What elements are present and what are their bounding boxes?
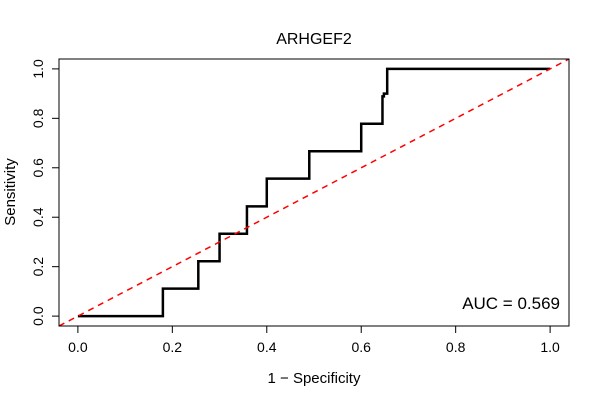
chart-title: ARHGEF2 xyxy=(276,31,352,48)
y-tick-label: 1.0 xyxy=(30,59,46,79)
x-tick-label: 0.4 xyxy=(257,339,277,355)
x-tick-label: 0.2 xyxy=(163,339,183,355)
x-tick-label: 1.0 xyxy=(540,339,560,355)
roc-curve-line xyxy=(77,67,551,318)
y-tick-label: 0.0 xyxy=(30,306,46,326)
y-tick-label: 0.2 xyxy=(30,257,46,277)
x-axis-label: 1 − Specificity xyxy=(268,370,361,387)
x-tick-label: 0.6 xyxy=(351,339,371,355)
y-tick-label: 0.4 xyxy=(30,207,46,227)
auc-annotation: AUC = 0.569 xyxy=(462,294,560,313)
x-axis: 0.0 0.2 0.4 0.6 0.8 1.0 xyxy=(68,325,560,355)
y-tick-label: 0.8 xyxy=(30,108,46,128)
x-tick-label: 0.0 xyxy=(68,339,88,355)
x-tick-label: 0.8 xyxy=(446,339,466,355)
y-axis-label: Sensitivity xyxy=(2,158,19,226)
plot-area xyxy=(58,58,570,327)
y-axis: 0.0 0.2 0.4 0.6 0.8 1.0 xyxy=(30,59,60,326)
y-tick-label: 0.6 xyxy=(30,158,46,178)
chance-diagonal-line xyxy=(58,58,570,327)
